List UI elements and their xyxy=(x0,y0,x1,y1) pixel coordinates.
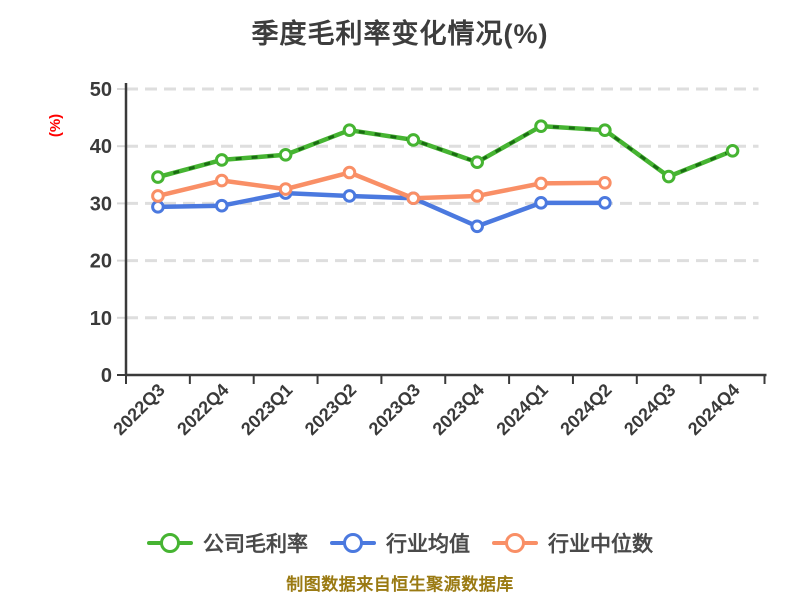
series-line-industry-avg xyxy=(155,190,608,229)
legend-item-industry-avg[interactable]: 行业均值 xyxy=(330,528,470,558)
y-axis-label: 40 xyxy=(90,136,112,158)
data-point-company xyxy=(214,153,229,167)
data-point-industry-median xyxy=(470,189,484,203)
industry-median-series-marker-icon xyxy=(492,532,538,554)
data-point-industry-median xyxy=(534,176,548,191)
data-point-industry-avg xyxy=(470,219,484,234)
data-point-industry-median xyxy=(342,165,357,180)
data-point-industry-avg xyxy=(598,196,612,210)
data-point-company xyxy=(278,147,293,162)
y-axis-label: 10 xyxy=(90,308,112,330)
data-point-company xyxy=(406,133,421,147)
x-axis-label: 2023Q4 xyxy=(429,380,488,439)
data-source-note: 制图数据来自恒生聚源数据库 xyxy=(286,575,514,594)
x-axis-label: 2023Q3 xyxy=(365,380,424,439)
data-point-industry-median xyxy=(598,176,612,190)
data-point-company xyxy=(342,123,357,137)
x-axis-label: 2024Q3 xyxy=(620,380,679,439)
y-axis-label: 0 xyxy=(101,365,112,387)
data-point-industry-median xyxy=(151,189,165,203)
legend-label-industry-median: 行业中位数 xyxy=(548,533,653,556)
data-point-company xyxy=(661,169,676,184)
y-axis-label: 50 xyxy=(90,79,112,101)
legend-label-company: 公司毛利率 xyxy=(203,533,308,556)
series-line-industry-median xyxy=(155,170,608,201)
x-axis-label: 2022Q4 xyxy=(173,380,232,439)
chart-title: 季度毛利率变化情况(%) xyxy=(251,19,549,49)
data-point-industry-median xyxy=(406,191,421,206)
x-axis-label: 2022Q3 xyxy=(109,380,168,439)
series-line-company-dash-overlay xyxy=(157,124,734,179)
legend-item-industry-median[interactable]: 行业中位数 xyxy=(492,528,653,558)
x-axis-label: 2024Q2 xyxy=(556,380,615,439)
data-point-company xyxy=(598,123,612,137)
data-point-industry-avg xyxy=(151,200,165,214)
series-line-company xyxy=(155,123,735,180)
x-axis-label: 2023Q2 xyxy=(301,380,360,439)
data-point-industry-avg xyxy=(534,196,548,210)
legend-item-company[interactable]: 公司毛利率 xyxy=(147,528,308,558)
data-point-industry-median xyxy=(214,173,229,188)
x-axis-label: 2023Q1 xyxy=(237,380,296,439)
industry-avg-series-marker-icon xyxy=(330,532,376,554)
x-axis-label: 2024Q4 xyxy=(684,380,743,439)
y-axis-label: 30 xyxy=(90,193,112,215)
x-axis-label: 2024Q1 xyxy=(492,380,551,439)
data-point-company xyxy=(534,119,548,133)
data-point-industry-avg xyxy=(214,198,229,213)
data-point-company xyxy=(151,170,165,184)
y-axis-label: 20 xyxy=(90,251,112,273)
data-point-industry-avg xyxy=(342,189,357,203)
company-series-marker-icon xyxy=(147,532,193,554)
data-point-industry-median xyxy=(278,182,293,196)
data-point-company xyxy=(470,155,484,170)
legend-label-industry-avg: 行业均值 xyxy=(386,533,470,556)
chart-legend: 公司毛利率 行业均值 行业中位数 xyxy=(0,524,800,562)
data-point-company xyxy=(725,143,740,158)
